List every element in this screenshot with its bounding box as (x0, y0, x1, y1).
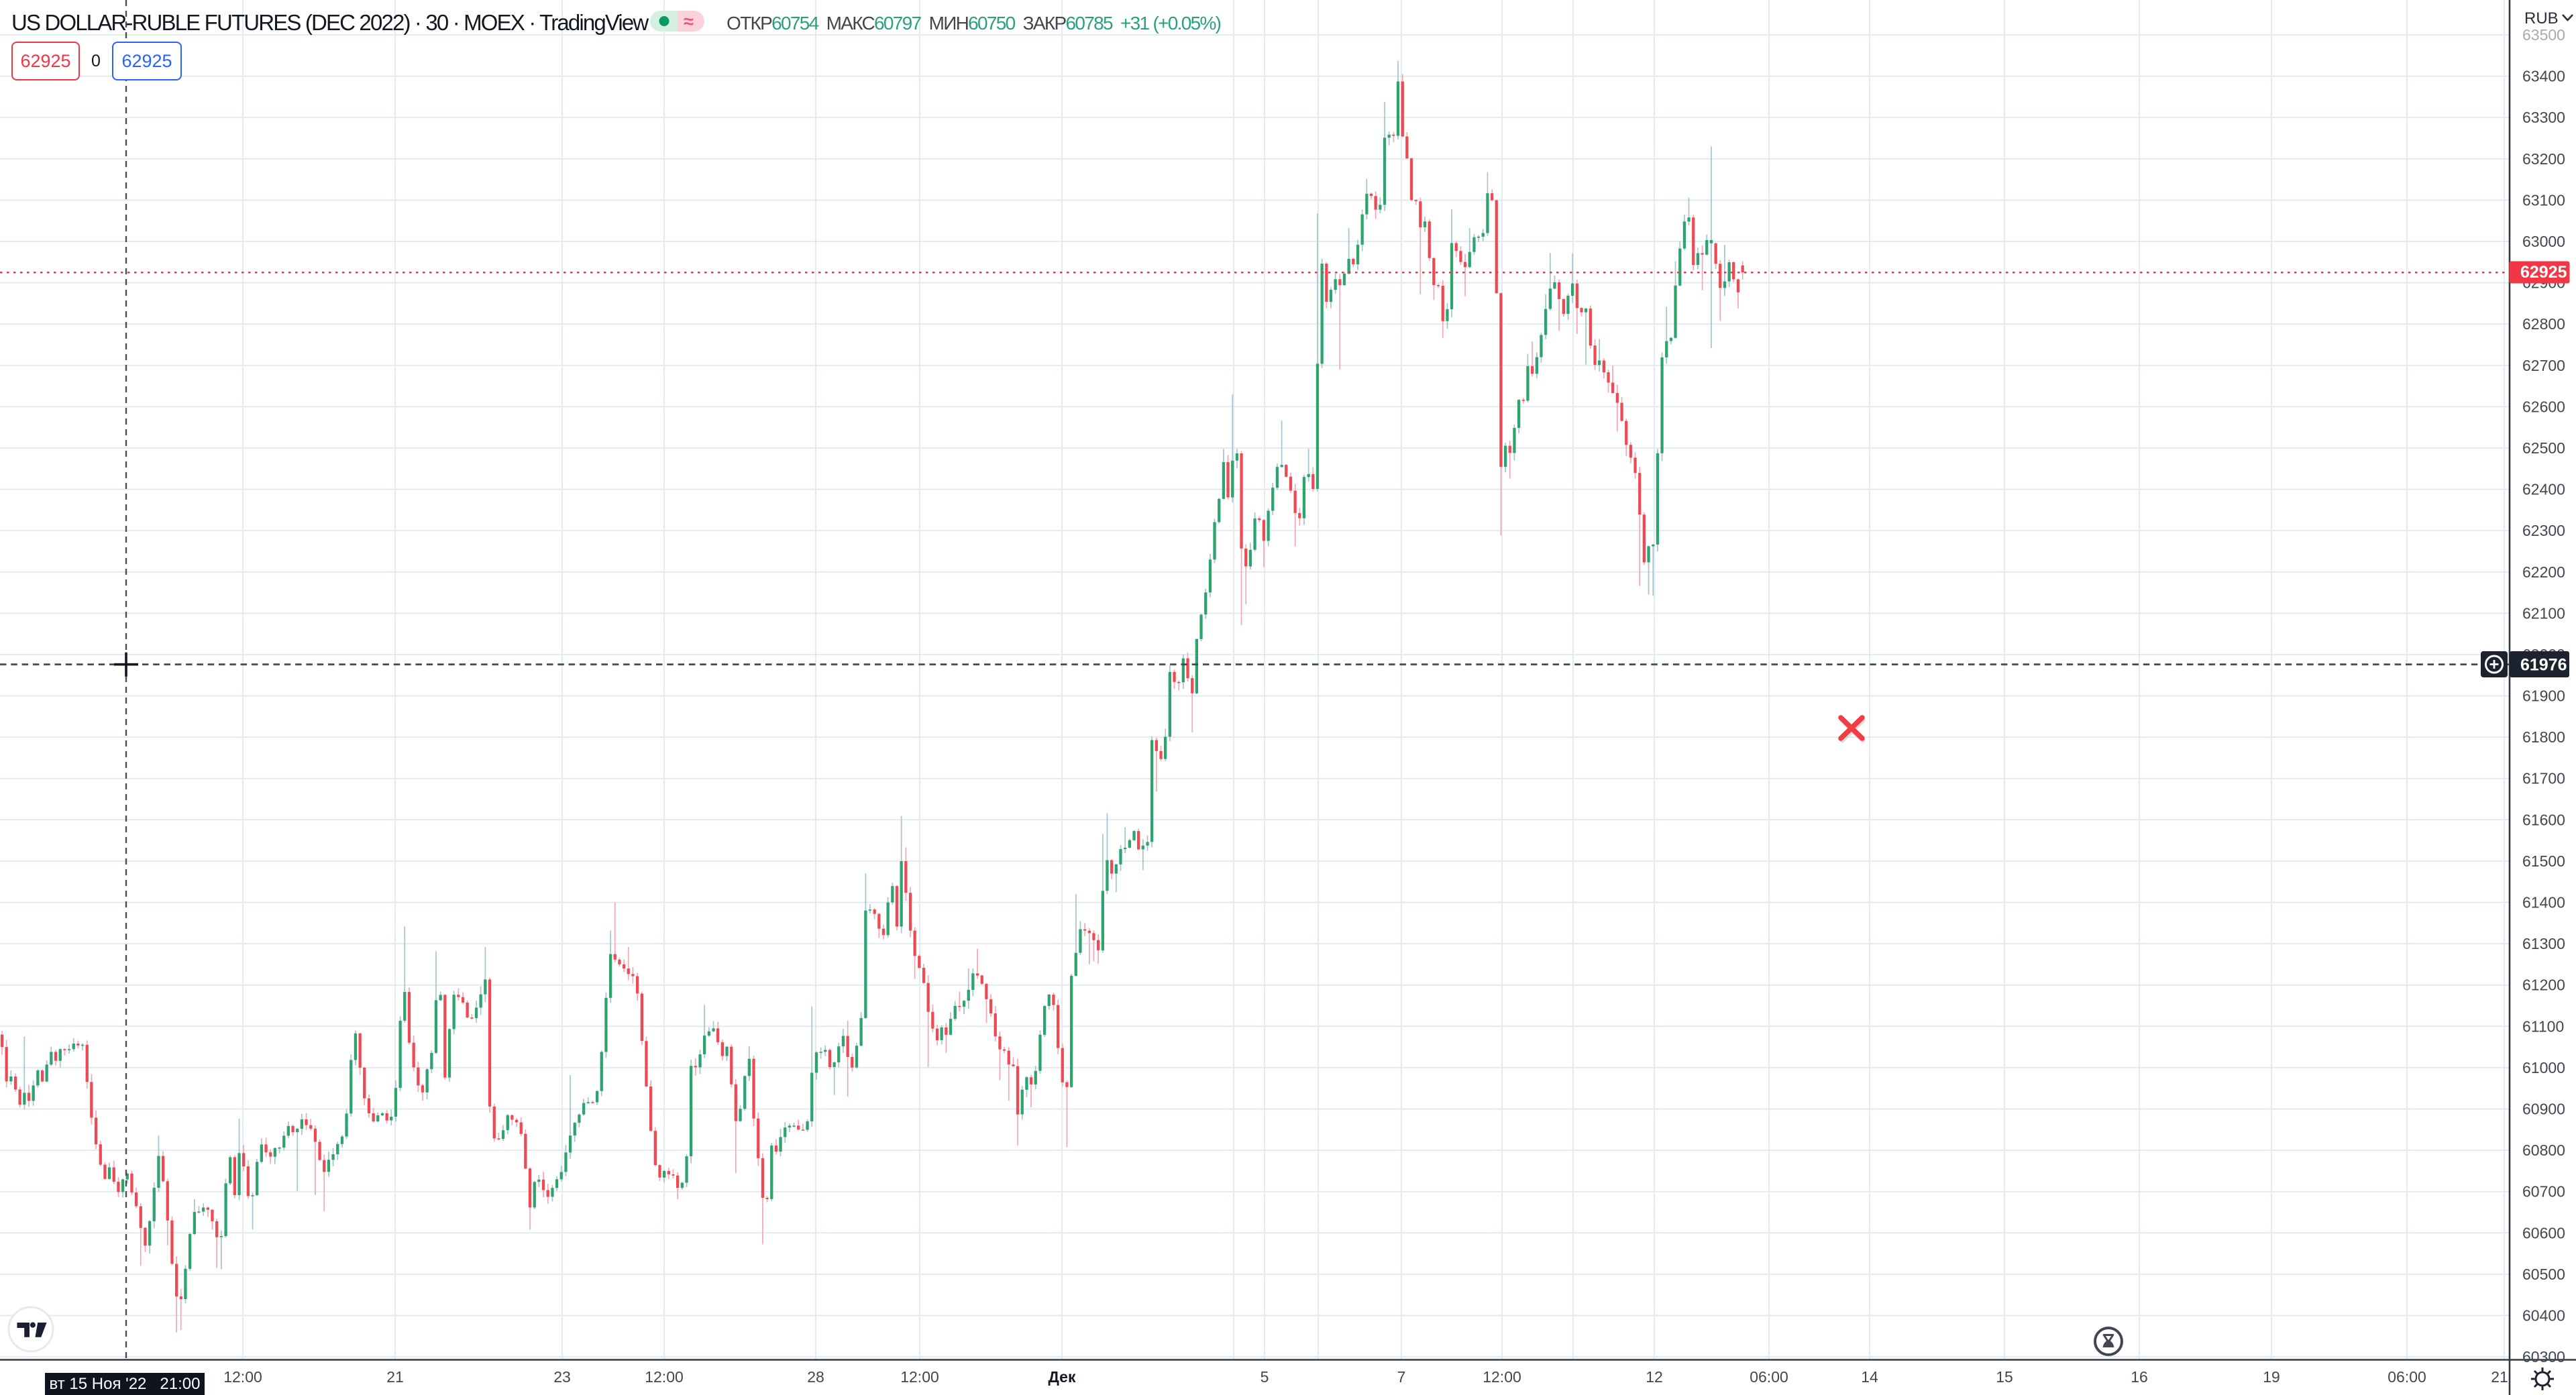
svg-text:12:00: 12:00 (900, 1368, 939, 1386)
svg-text:RUB: RUB (2524, 9, 2559, 27)
svg-text:61900: 61900 (2522, 687, 2565, 705)
svg-text:61800: 61800 (2522, 728, 2565, 746)
svg-text:60800: 60800 (2522, 1141, 2565, 1159)
svg-text:12:00: 12:00 (223, 1368, 262, 1386)
svg-text:Дек: Дек (1049, 1368, 1076, 1386)
svg-text:61500: 61500 (2522, 852, 2565, 870)
svg-text:60300: 60300 (2522, 1348, 2565, 1365)
svg-text:62925: 62925 (2520, 263, 2567, 282)
svg-text:63300: 63300 (2522, 109, 2565, 126)
svg-text:15: 15 (1996, 1368, 2013, 1386)
svg-text:61100: 61100 (2522, 1017, 2564, 1035)
svg-text:14: 14 (1861, 1368, 1878, 1386)
svg-text:61600: 61600 (2522, 811, 2565, 828)
svg-text:23: 23 (553, 1368, 571, 1386)
svg-text:62600: 62600 (2522, 398, 2565, 415)
svg-text:12:00: 12:00 (645, 1368, 684, 1386)
svg-text:61976: 61976 (2520, 656, 2567, 675)
svg-text:5: 5 (1260, 1368, 1269, 1386)
svg-text:60900: 60900 (2522, 1101, 2565, 1118)
svg-text:63400: 63400 (2522, 68, 2565, 85)
svg-text:62400: 62400 (2522, 481, 2565, 498)
svg-text:63100: 63100 (2522, 191, 2565, 209)
svg-text:60400: 60400 (2522, 1307, 2565, 1325)
svg-text:63500: 63500 (2522, 26, 2565, 44)
svg-text:12:00: 12:00 (1483, 1368, 1521, 1386)
svg-text:62100: 62100 (2522, 604, 2565, 622)
svg-text:61700: 61700 (2522, 770, 2565, 787)
svg-text:60600: 60600 (2522, 1224, 2565, 1241)
svg-text:63200: 63200 (2522, 150, 2565, 168)
svg-text:62500: 62500 (2522, 439, 2565, 457)
svg-text:62800: 62800 (2522, 315, 2565, 333)
svg-text:60500: 60500 (2522, 1266, 2565, 1283)
svg-text:06:00: 06:00 (1750, 1368, 1788, 1386)
svg-text:≈: ≈ (684, 11, 694, 32)
svg-text:62200: 62200 (2522, 563, 2565, 581)
svg-text:06:00: 06:00 (2387, 1368, 2426, 1386)
svg-text:62700: 62700 (2522, 357, 2565, 374)
svg-text:61200: 61200 (2522, 976, 2565, 994)
svg-text:19: 19 (2263, 1368, 2280, 1386)
svg-text:61000: 61000 (2522, 1059, 2565, 1076)
svg-text:60700: 60700 (2522, 1183, 2565, 1201)
svg-text:61300: 61300 (2522, 935, 2565, 952)
svg-text:16: 16 (2131, 1368, 2148, 1386)
svg-text:21: 21 (2491, 1368, 2508, 1386)
svg-text:7: 7 (1397, 1368, 1406, 1386)
svg-text:61400: 61400 (2522, 894, 2565, 911)
svg-text:28: 28 (807, 1368, 824, 1386)
svg-text:21: 21 (386, 1368, 404, 1386)
svg-text:12: 12 (1646, 1368, 1663, 1386)
svg-text:63000: 63000 (2522, 233, 2565, 250)
svg-text:62300: 62300 (2522, 522, 2565, 539)
